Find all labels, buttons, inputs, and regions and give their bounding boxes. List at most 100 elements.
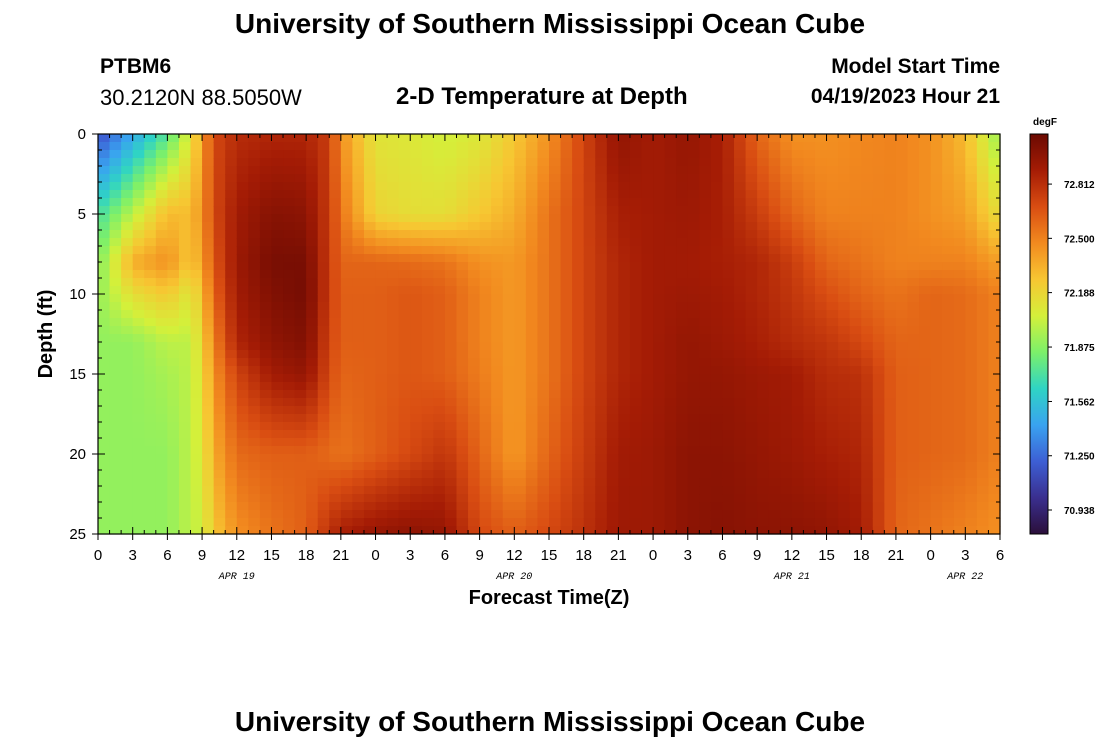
- heatmap-cell: [225, 430, 238, 439]
- heatmap-cell: [340, 422, 354, 431]
- heatmap-cell: [549, 342, 562, 351]
- heatmap-cell: [699, 182, 712, 191]
- heatmap-cell: [468, 350, 481, 359]
- heatmap-cell: [618, 350, 631, 359]
- heatmap-cell: [629, 326, 643, 335]
- heatmap-cell: [375, 166, 388, 175]
- heatmap-cell: [872, 382, 885, 391]
- heatmap-cell: [421, 358, 434, 367]
- heatmap-cell: [988, 318, 1001, 327]
- heatmap-cell: [884, 134, 897, 143]
- heatmap-cell: [965, 502, 978, 511]
- heatmap-cell: [537, 502, 550, 511]
- heatmap-cell: [410, 302, 423, 311]
- heatmap-cell: [155, 446, 168, 455]
- heatmap-cell: [225, 382, 238, 391]
- heatmap-cell: [306, 214, 319, 223]
- heatmap-cell: [98, 174, 111, 183]
- heatmap-cell: [283, 198, 296, 207]
- heatmap-cell: [722, 334, 735, 343]
- heatmap-cell: [618, 214, 631, 223]
- heatmap-cell: [225, 190, 238, 199]
- heatmap-cell: [768, 166, 781, 175]
- heatmap-cell: [664, 206, 677, 215]
- heatmap-cell: [814, 334, 828, 343]
- heatmap-cell: [340, 318, 354, 327]
- heatmap-cell: [780, 142, 793, 151]
- heatmap-cell: [814, 374, 828, 383]
- heatmap-cell: [572, 270, 585, 279]
- heatmap-cell: [294, 270, 307, 279]
- heatmap-cell: [907, 222, 920, 231]
- heatmap-cell: [271, 134, 284, 143]
- heatmap-cell: [491, 486, 504, 495]
- heatmap-cell: [549, 262, 562, 271]
- heatmap-cell: [479, 294, 492, 303]
- heatmap-cell: [560, 206, 573, 215]
- heatmap-cell: [549, 134, 562, 143]
- heatmap-cell: [687, 142, 700, 151]
- heatmap-cell: [710, 318, 724, 327]
- heatmap-cell: [236, 462, 249, 471]
- heatmap-cell: [329, 502, 342, 511]
- heatmap-cell: [213, 326, 226, 335]
- heatmap-cell: [838, 158, 851, 167]
- heatmap-cell: [722, 182, 735, 191]
- heatmap-cell: [514, 310, 527, 319]
- heatmap-cell: [178, 478, 192, 487]
- heatmap-cell: [826, 334, 839, 343]
- heatmap-cell: [236, 350, 249, 359]
- heatmap-cell: [456, 374, 469, 383]
- heatmap-cell: [468, 230, 481, 239]
- heatmap-cell: [491, 294, 504, 303]
- heatmap-cell: [722, 414, 735, 423]
- heatmap-cell: [699, 382, 712, 391]
- heatmap-cell: [537, 430, 550, 439]
- heatmap-cell: [757, 174, 770, 183]
- heatmap-cell: [549, 270, 562, 279]
- heatmap-cell: [155, 462, 168, 471]
- heatmap-cell: [236, 182, 249, 191]
- heatmap-cell: [768, 494, 781, 503]
- heatmap-cell: [919, 390, 932, 399]
- heatmap-cell: [768, 486, 781, 495]
- heatmap-cell: [791, 182, 805, 191]
- heatmap-cell: [618, 166, 631, 175]
- heatmap-cell: [306, 350, 319, 359]
- heatmap-cell: [849, 270, 862, 279]
- heatmap-cell: [398, 470, 411, 479]
- heatmap-cell: [583, 246, 596, 255]
- heatmap-cell: [814, 134, 828, 143]
- heatmap-cell: [768, 230, 781, 239]
- heatmap-cell: [549, 230, 562, 239]
- heatmap-cell: [976, 510, 990, 519]
- heatmap-cell: [884, 270, 897, 279]
- heatmap-cell: [352, 206, 365, 215]
- heatmap-cell: [433, 350, 446, 359]
- heatmap-cell: [849, 190, 862, 199]
- heatmap-cell: [167, 422, 180, 431]
- heatmap-cell: [213, 382, 226, 391]
- heatmap-cell: [549, 182, 562, 191]
- heatmap-cell: [306, 190, 319, 199]
- heatmap-cell: [976, 478, 990, 487]
- heatmap-cell: [259, 510, 273, 519]
- heatmap-cell: [629, 142, 643, 151]
- heatmap-cell: [525, 478, 539, 487]
- heatmap-cell: [236, 246, 249, 255]
- heatmap-cell: [525, 230, 539, 239]
- heatmap-cell: [907, 414, 920, 423]
- heatmap-cell: [444, 206, 458, 215]
- heatmap-cell: [525, 382, 539, 391]
- heatmap-cell: [387, 150, 400, 159]
- heatmap-cell: [410, 214, 423, 223]
- heatmap-cell: [676, 166, 689, 175]
- heatmap-cell: [340, 326, 354, 335]
- heatmap-cell: [317, 190, 330, 199]
- heatmap-cell: [814, 510, 828, 519]
- heatmap-cell: [456, 414, 469, 423]
- heatmap-cell: [814, 174, 828, 183]
- heatmap-cell: [329, 150, 342, 159]
- heatmap-cell: [144, 158, 157, 167]
- heatmap-cell: [433, 150, 446, 159]
